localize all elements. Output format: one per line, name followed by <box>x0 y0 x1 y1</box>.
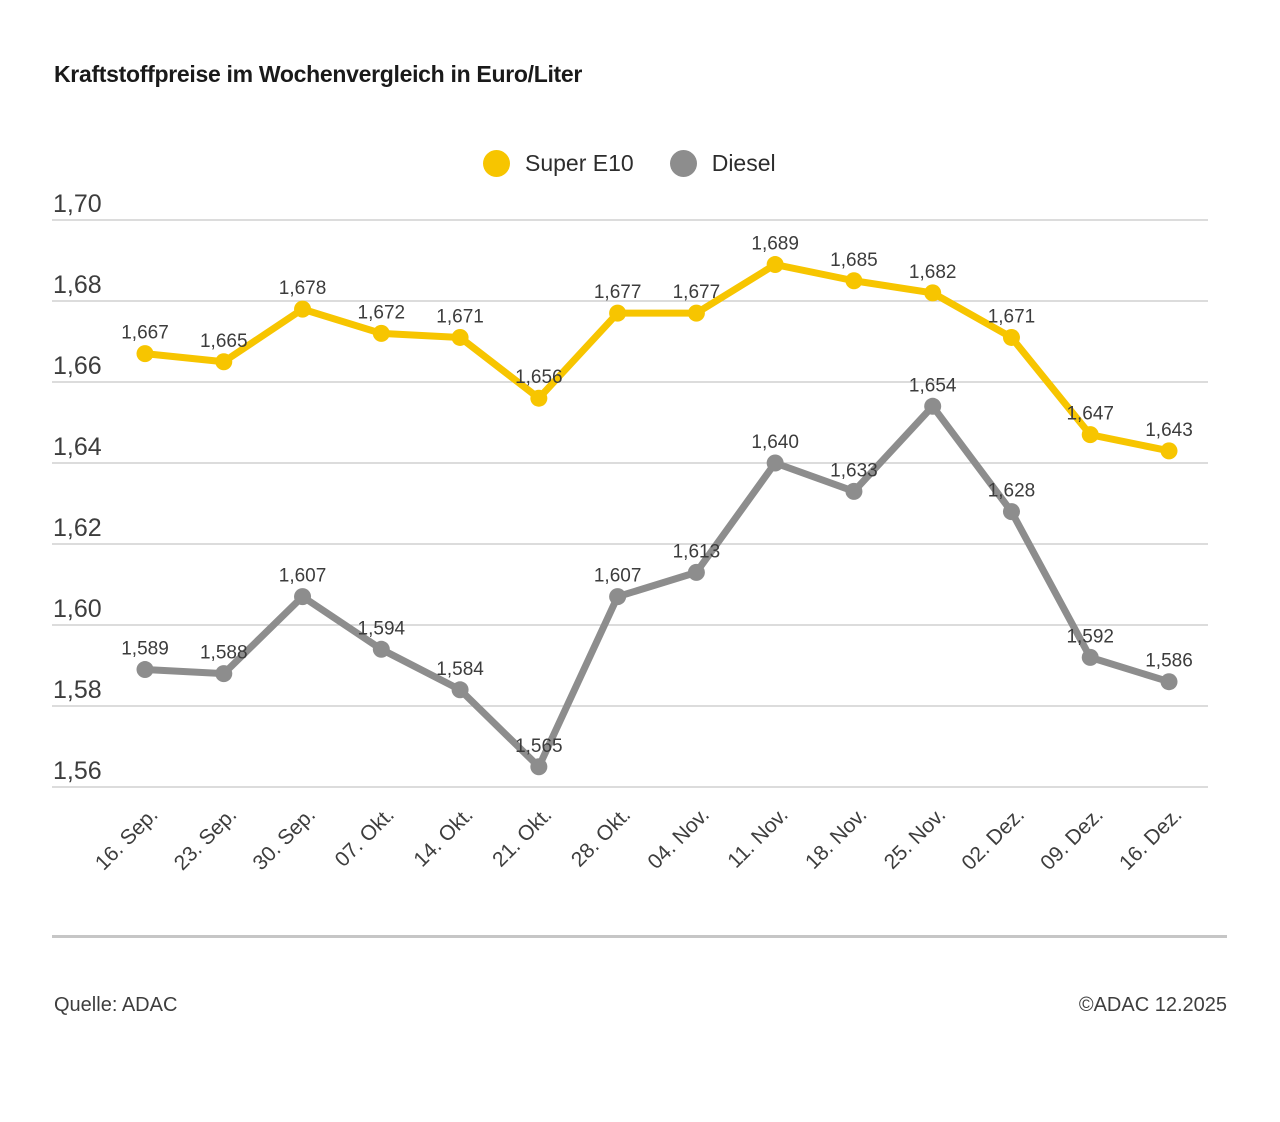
data-point-diesel <box>451 681 469 699</box>
data-point-diesel <box>1002 503 1020 521</box>
x-tick-label: 16. Dez. <box>1115 803 1187 875</box>
value-label: 1,584 <box>436 659 484 680</box>
data-point-super-e10 <box>687 304 705 322</box>
x-tick-label: 16. Sep. <box>91 803 163 875</box>
data-point-diesel <box>530 758 548 776</box>
value-label: 1,633 <box>830 460 878 481</box>
y-tick-label: 1,68 <box>53 271 102 299</box>
value-label: 1,607 <box>279 566 327 587</box>
data-point-super-e10 <box>451 328 469 346</box>
y-tick-label: 1,70 <box>53 190 102 218</box>
data-point-diesel <box>1081 648 1099 666</box>
value-label: 1,594 <box>358 618 406 639</box>
data-point-super-e10 <box>845 272 863 290</box>
y-tick-label: 1,62 <box>53 514 102 542</box>
data-point-super-e10 <box>215 353 233 371</box>
y-tick-label: 1,60 <box>53 595 102 623</box>
data-point-diesel <box>294 588 312 606</box>
value-label: 1,672 <box>358 302 406 323</box>
x-tick-label: 21. Okt. <box>488 803 556 871</box>
legend-dot-super-e10-icon <box>483 150 510 177</box>
data-point-diesel <box>924 397 942 415</box>
data-point-super-e10 <box>1002 328 1020 346</box>
value-label: 1,643 <box>1145 420 1193 441</box>
data-point-diesel <box>766 454 784 472</box>
data-point-super-e10 <box>294 300 312 318</box>
series-line-super-e10 <box>144 261 1170 455</box>
value-label: 1,671 <box>988 306 1036 327</box>
x-tick-label: 28. Okt. <box>567 803 635 871</box>
copyright-note: ©ADAC 12.2025 <box>1078 994 1227 1016</box>
value-label: 1,607 <box>594 566 642 587</box>
y-tick-label: 1,56 <box>53 757 102 785</box>
x-tick-label: 09. Dez. <box>1036 803 1108 875</box>
data-point-super-e10 <box>924 284 942 302</box>
data-point-super-e10 <box>136 345 154 363</box>
data-point-super-e10 <box>766 256 784 274</box>
legend-dot-diesel-icon <box>669 150 697 177</box>
data-point-super-e10 <box>530 389 548 407</box>
x-tick-label: 18. Nov. <box>801 803 871 873</box>
chart-title: Kraftstoffpreise im Wochenvergleich in E… <box>54 61 583 87</box>
data-point-super-e10 <box>609 304 627 322</box>
value-label: 1,647 <box>1066 404 1114 425</box>
value-label: 1,654 <box>909 375 957 396</box>
data-point-diesel <box>136 661 154 679</box>
legend-item-super-e10: Super E10 <box>483 150 634 177</box>
x-tick-label: 14. Okt. <box>409 803 477 871</box>
value-label: 1,588 <box>200 643 248 664</box>
x-tick-label: 04. Nov. <box>643 803 713 873</box>
x-tick-label: 02. Dez. <box>957 803 1029 875</box>
y-tick-label: 1,58 <box>53 676 102 704</box>
legend-item-diesel: Diesel <box>669 150 776 177</box>
value-label: 1,671 <box>436 306 484 327</box>
data-point-diesel <box>372 640 390 658</box>
value-label: 1,592 <box>1066 626 1114 647</box>
data-point-super-e10 <box>372 324 390 342</box>
value-label: 1,586 <box>1145 651 1193 672</box>
footer-divider <box>52 935 1227 938</box>
value-label: 1,656 <box>515 367 563 388</box>
series-line-diesel <box>144 402 1171 771</box>
value-label: 1,677 <box>673 282 721 303</box>
data-point-super-e10 <box>1081 426 1099 444</box>
source-note: Quelle: ADAC <box>54 994 178 1016</box>
value-label: 1,640 <box>751 432 799 453</box>
legend-label-super-e10: Super E10 <box>525 150 634 176</box>
x-tick-label: 23. Sep. <box>170 803 242 875</box>
data-point-diesel <box>609 588 627 606</box>
y-tick-label: 1,64 <box>53 433 102 461</box>
value-label: 1,565 <box>515 736 563 757</box>
chart-legend: Super E10 Diesel <box>483 150 776 177</box>
y-tick-label: 1,66 <box>53 352 102 380</box>
x-tick-label: 11. Nov. <box>723 803 792 872</box>
value-label: 1,628 <box>988 481 1036 502</box>
data-point-diesel <box>215 665 233 683</box>
value-label: 1,682 <box>909 262 957 283</box>
data-point-super-e10 <box>1160 442 1178 460</box>
value-label: 1,677 <box>594 282 642 303</box>
value-label: 1,667 <box>121 323 169 344</box>
value-label: 1,689 <box>751 234 799 255</box>
value-label: 1,589 <box>121 639 169 660</box>
value-label: 1,613 <box>673 541 721 562</box>
data-point-diesel <box>845 482 863 500</box>
value-label: 1,685 <box>830 250 878 271</box>
value-label: 1,678 <box>279 278 327 299</box>
value-label: 1,665 <box>200 331 248 352</box>
data-point-diesel <box>687 563 705 581</box>
legend-label-diesel: Diesel <box>711 150 776 176</box>
data-point-diesel <box>1160 673 1178 691</box>
x-tick-label: 07. Okt. <box>331 803 399 871</box>
x-tick-label: 25. Nov. <box>880 803 950 873</box>
x-tick-label: 30. Sep. <box>248 803 320 875</box>
